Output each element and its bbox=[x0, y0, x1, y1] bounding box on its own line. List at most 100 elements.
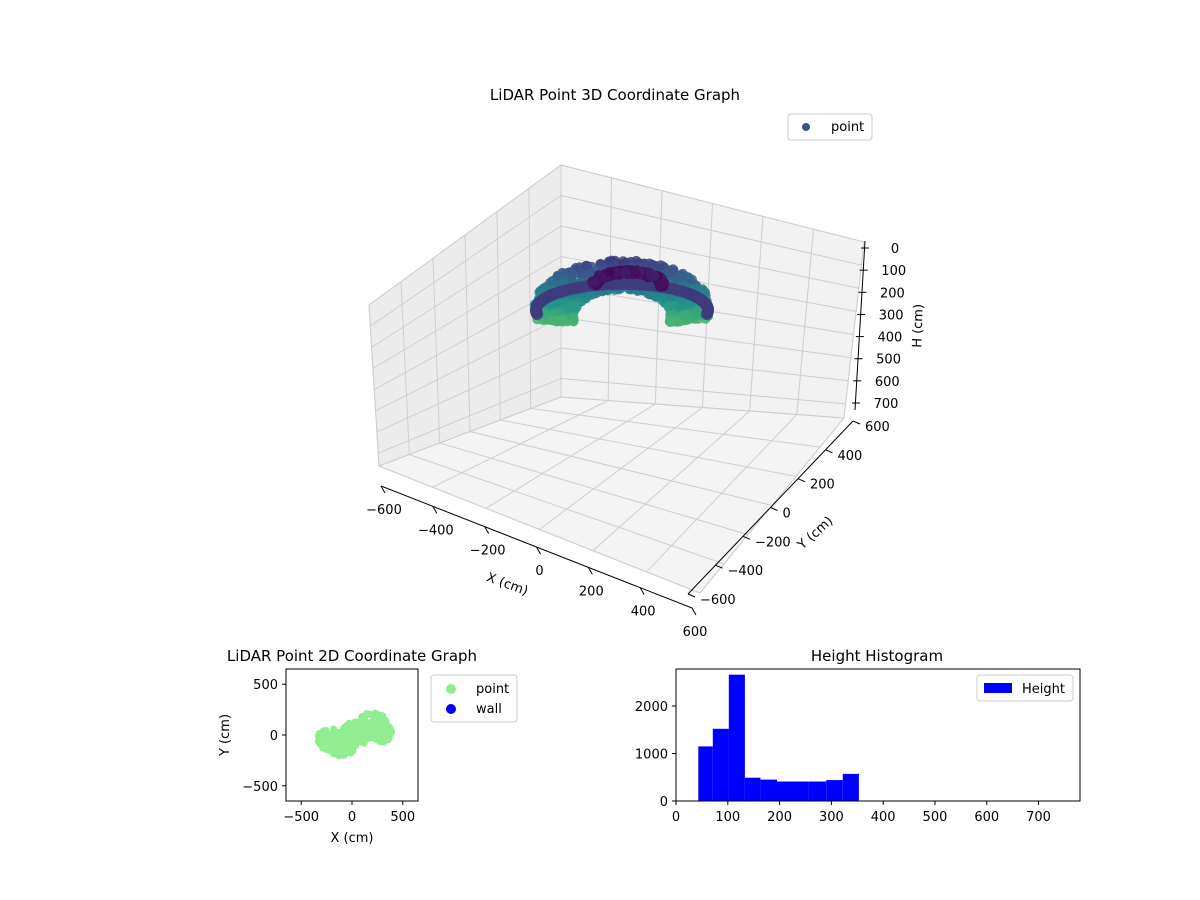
2d-legend-marker-wall bbox=[446, 704, 456, 714]
2d-point bbox=[358, 712, 366, 720]
histogram-x-tick-label: 600 bbox=[974, 810, 999, 825]
2d-point bbox=[376, 715, 384, 723]
3d-point bbox=[562, 302, 573, 313]
histogram-y-tick-label: 2000 bbox=[635, 700, 668, 715]
2d-point bbox=[346, 748, 354, 756]
3d-grid-h-wall bbox=[378, 377, 562, 454]
2d-point bbox=[336, 738, 344, 746]
3d-grid-h bbox=[560, 195, 862, 266]
3d-point bbox=[568, 269, 579, 280]
3d-y-tick bbox=[797, 478, 806, 483]
3d-grid-y bbox=[500, 419, 797, 477]
2d-point bbox=[385, 723, 393, 731]
3d-x-tick-label: −400 bbox=[418, 523, 454, 538]
3d-y-tick bbox=[770, 507, 778, 511]
3d-grid-h-wall bbox=[368, 164, 562, 306]
2d-point bbox=[365, 720, 373, 727]
2d-point bbox=[352, 742, 360, 750]
histogram-legend-box bbox=[976, 674, 1074, 702]
histogram-bar bbox=[744, 777, 761, 801]
histogram-frame bbox=[675, 668, 1081, 802]
2d-point bbox=[345, 741, 353, 749]
histogram-x-tick-label: 700 bbox=[1026, 810, 1051, 825]
3d-point bbox=[604, 267, 615, 278]
chart-3d-title: LiDAR Point 3D Coordinate Graph bbox=[490, 86, 740, 104]
3d-x-axis-label: X (cm) bbox=[484, 570, 530, 599]
3d-point bbox=[672, 272, 683, 283]
3d-grid-x-wall bbox=[749, 216, 764, 412]
2d-point bbox=[314, 737, 322, 745]
histogram-bar bbox=[792, 781, 809, 801]
histogram-x-tick-label: 200 bbox=[767, 810, 792, 825]
3d-point bbox=[690, 308, 701, 319]
3d-grid-h-wall bbox=[372, 256, 562, 369]
3d-point bbox=[668, 264, 679, 275]
histogram-bar bbox=[728, 674, 745, 801]
3d-y-axis-label: Y (cm) bbox=[794, 514, 836, 554]
3d-legend: point bbox=[787, 113, 873, 141]
3d-x-tick bbox=[587, 567, 593, 575]
2d-point bbox=[336, 750, 344, 758]
2d-y-tick-label: −500 bbox=[242, 780, 278, 795]
2d-point bbox=[380, 738, 388, 746]
histogram-ticks: 0 100 200 300 400 500 600 700 0 1000 2000 bbox=[635, 700, 1051, 825]
3d-grid-y-wall bbox=[368, 304, 380, 467]
3d-y-tick bbox=[852, 420, 861, 425]
2d-point bbox=[382, 728, 389, 736]
3d-x-tick-label: −200 bbox=[470, 544, 506, 559]
histogram-legend: Height bbox=[976, 674, 1074, 702]
histogram-bars bbox=[698, 674, 859, 801]
3d-y-tick-label: −400 bbox=[728, 564, 764, 579]
3d-grid-x-wall bbox=[843, 241, 865, 419]
3d-h-tick-label: 700 bbox=[874, 397, 899, 412]
2d-y-tick-label: 500 bbox=[253, 678, 278, 693]
3d-h-axis-label: H (cm) bbox=[910, 304, 927, 348]
2d-y-tick-label: 0 bbox=[270, 729, 278, 744]
3d-h-tick-label: 300 bbox=[879, 308, 904, 323]
3d-grid-y-wall bbox=[528, 188, 532, 409]
3d-grid-h bbox=[560, 377, 846, 405]
2d-point bbox=[343, 732, 351, 740]
3d-y-tick-label: −600 bbox=[700, 593, 736, 608]
3d-y-tick bbox=[715, 564, 723, 569]
3d-grid-y-wall bbox=[400, 281, 410, 455]
3d-h-tick-label: 0 bbox=[891, 242, 899, 257]
3d-point bbox=[568, 312, 579, 323]
3d-x-tick bbox=[639, 587, 645, 595]
3d-grid-y bbox=[439, 442, 749, 536]
3d-x-tick bbox=[432, 506, 438, 514]
3d-point bbox=[546, 315, 557, 326]
3d-point bbox=[664, 301, 675, 312]
3d-h-tick-label: 400 bbox=[877, 331, 902, 346]
3d-legend-label-point: point bbox=[831, 120, 864, 135]
3d-grid-y bbox=[378, 465, 701, 594]
3d-point bbox=[649, 270, 660, 281]
3d-h-tick-label: 500 bbox=[876, 353, 901, 368]
3d-y-tick-label: 200 bbox=[810, 478, 835, 493]
3d-point bbox=[589, 276, 600, 287]
3d-x-tick-label: 200 bbox=[579, 584, 604, 599]
histogram-bar bbox=[777, 781, 793, 801]
3d-y-tick bbox=[687, 593, 696, 598]
histogram-title: Height Histogram bbox=[811, 647, 943, 665]
3d-point-cloud bbox=[529, 255, 714, 327]
3d-x-tick bbox=[536, 546, 541, 555]
histogram-x-tick-label: 0 bbox=[672, 810, 680, 825]
2d-point bbox=[322, 743, 330, 751]
2d-x-axis-label: X (cm) bbox=[331, 831, 374, 846]
3d-h-axis-line bbox=[854, 240, 866, 411]
3d-y-tick-label: 0 bbox=[783, 507, 791, 522]
histogram-x-tick-label: 500 bbox=[923, 810, 948, 825]
3d-grid-y bbox=[530, 408, 821, 448]
3d-point bbox=[664, 316, 675, 327]
histogram-legend-label: Height bbox=[1022, 682, 1065, 697]
2d-x-tick-label: 0 bbox=[348, 810, 356, 825]
histogram-bar bbox=[808, 781, 827, 801]
histogram-bar bbox=[842, 773, 859, 801]
3d-ticks: −600−400−2000200400600−600−400−200020040… bbox=[366, 242, 906, 640]
3d-y-tick bbox=[825, 449, 833, 454]
3d-point bbox=[558, 314, 568, 325]
2d-legend-label-point: point bbox=[476, 682, 509, 697]
histogram-bar bbox=[760, 779, 777, 801]
